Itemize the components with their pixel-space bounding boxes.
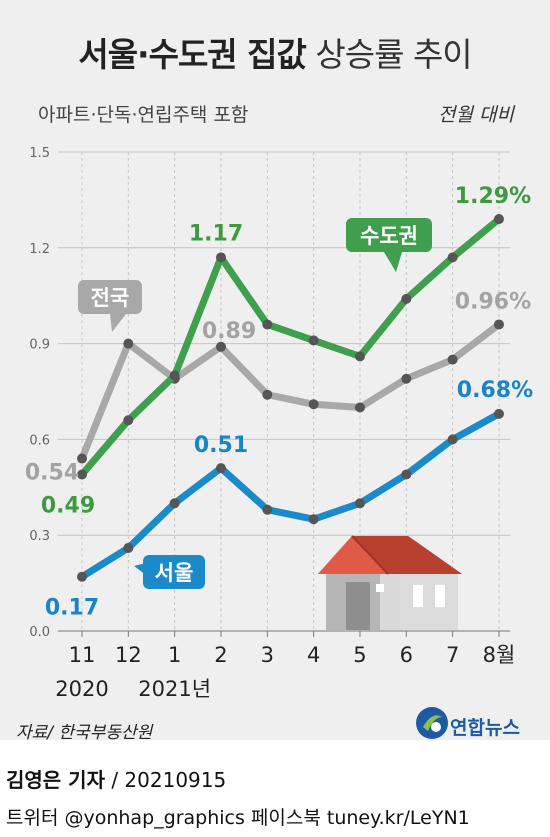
data-point bbox=[77, 571, 87, 582]
y-tick-label: 1.2 bbox=[29, 242, 50, 257]
data-point bbox=[493, 214, 504, 225]
y-tick-label: 0.0 bbox=[29, 625, 50, 640]
data-label: 0.96% bbox=[455, 289, 531, 314]
data-point bbox=[169, 498, 180, 509]
data-point bbox=[215, 341, 226, 352]
data-label: 0.17 bbox=[45, 596, 99, 621]
source-note: 자료/ 한국부동산원 bbox=[16, 723, 153, 743]
x-tick-label: 8월 bbox=[483, 643, 516, 667]
y-tick-label: 0.9 bbox=[29, 338, 50, 353]
line-chart: 0.0 0.3 0.6 0.9 1.2 1.5 0.54 0.89 0.96% 0.49 1.17… bbox=[25, 146, 533, 701]
data-point bbox=[401, 469, 412, 480]
data-point bbox=[169, 370, 180, 381]
series-callout: 서울 bbox=[134, 555, 205, 589]
x-tick-label: 11 bbox=[69, 643, 96, 667]
data-point bbox=[77, 453, 87, 464]
title-bold: 서울·수도권 집값 bbox=[78, 35, 307, 74]
data-point bbox=[447, 354, 458, 365]
x-tick-label: 1 bbox=[168, 643, 181, 667]
series-layer bbox=[77, 214, 504, 582]
y-tick-label: 1.5 bbox=[29, 146, 50, 161]
data-point bbox=[123, 338, 134, 349]
data-point bbox=[262, 504, 273, 515]
series-line bbox=[78, 410, 503, 581]
data-point bbox=[493, 319, 504, 330]
x-year-label: 2021년 bbox=[138, 677, 211, 701]
publish-date: 20210915 bbox=[124, 768, 227, 792]
callout-pointer bbox=[110, 314, 126, 332]
series-line bbox=[78, 215, 503, 479]
credit-line: 김영은 기자 / 20210915 bbox=[6, 768, 227, 792]
series-callout: 수도권 bbox=[346, 218, 432, 272]
chart-subtitle: 아파트·단독·연립주택 포함 bbox=[38, 104, 249, 126]
data-label: 0.54 bbox=[25, 461, 79, 486]
data-point bbox=[262, 319, 273, 330]
callout-box bbox=[78, 280, 142, 314]
data-point bbox=[401, 293, 412, 304]
data-point bbox=[308, 399, 319, 410]
data-point bbox=[262, 389, 273, 400]
x-tick-label: 6 bbox=[400, 643, 413, 667]
y-axis: 0.0 0.3 0.6 0.9 1.2 1.5 bbox=[29, 146, 50, 640]
chart-title: 서울·수도권 집값 상승률 추이 bbox=[0, 28, 550, 76]
data-point bbox=[77, 469, 87, 480]
x-tick-label: 5 bbox=[353, 643, 366, 667]
data-label: 0.49 bbox=[41, 494, 95, 519]
series-name-label: 수도권 bbox=[360, 224, 418, 248]
x-tick-label: 2 bbox=[214, 643, 227, 667]
unit-label: 전월 대비 bbox=[438, 104, 514, 126]
author: 김영은 기자 bbox=[6, 768, 105, 792]
data-point bbox=[447, 252, 458, 263]
data-label: 1.29% bbox=[455, 184, 531, 209]
series-callout: 전국 bbox=[78, 280, 142, 332]
house-illustration bbox=[316, 535, 463, 630]
data-point bbox=[447, 434, 458, 445]
data-point bbox=[354, 402, 365, 413]
x-tick-label: 3 bbox=[261, 643, 274, 667]
data-point bbox=[493, 408, 504, 419]
series-line bbox=[78, 320, 503, 463]
title-light: 상승률 추이 bbox=[315, 35, 472, 74]
y-tick-label: 0.6 bbox=[29, 433, 50, 448]
x-tick-label: 4 bbox=[307, 643, 320, 667]
social-line: 트위터 @yonhap_graphics 페이스북 tuney.kr/LeYN1 bbox=[6, 807, 470, 829]
data-label: 1.17 bbox=[189, 221, 243, 246]
y-tick-label: 0.3 bbox=[29, 529, 50, 544]
callout-pointer bbox=[384, 252, 402, 272]
data-point bbox=[401, 373, 412, 384]
data-label: 0.68% bbox=[457, 378, 533, 403]
series-name-label: 전국 bbox=[91, 286, 130, 310]
data-point bbox=[354, 498, 365, 509]
callout-box bbox=[143, 555, 205, 589]
data-point bbox=[308, 514, 319, 525]
data-point bbox=[308, 335, 319, 346]
x-tick-label: 7 bbox=[446, 643, 459, 667]
data-point bbox=[123, 415, 134, 426]
callout-box bbox=[346, 218, 432, 252]
data-point bbox=[215, 463, 226, 474]
yonhap-logo-text: 연합뉴스 bbox=[450, 717, 520, 739]
x-tick-label: 12 bbox=[115, 643, 142, 667]
data-label: 0.51 bbox=[194, 433, 248, 458]
data-point bbox=[215, 252, 226, 263]
yonhap-logo-icon bbox=[416, 707, 448, 739]
data-label: 0.89 bbox=[202, 319, 256, 344]
data-point bbox=[123, 542, 134, 553]
label-layer: 0.54 0.89 0.96% 0.49 1.17 1.29% 0.17 0.51 0.68% 전… bbox=[25, 184, 533, 621]
x-year-label: 2020 bbox=[55, 677, 108, 701]
data-point bbox=[354, 351, 365, 362]
series-name-label: 서울 bbox=[155, 561, 194, 585]
